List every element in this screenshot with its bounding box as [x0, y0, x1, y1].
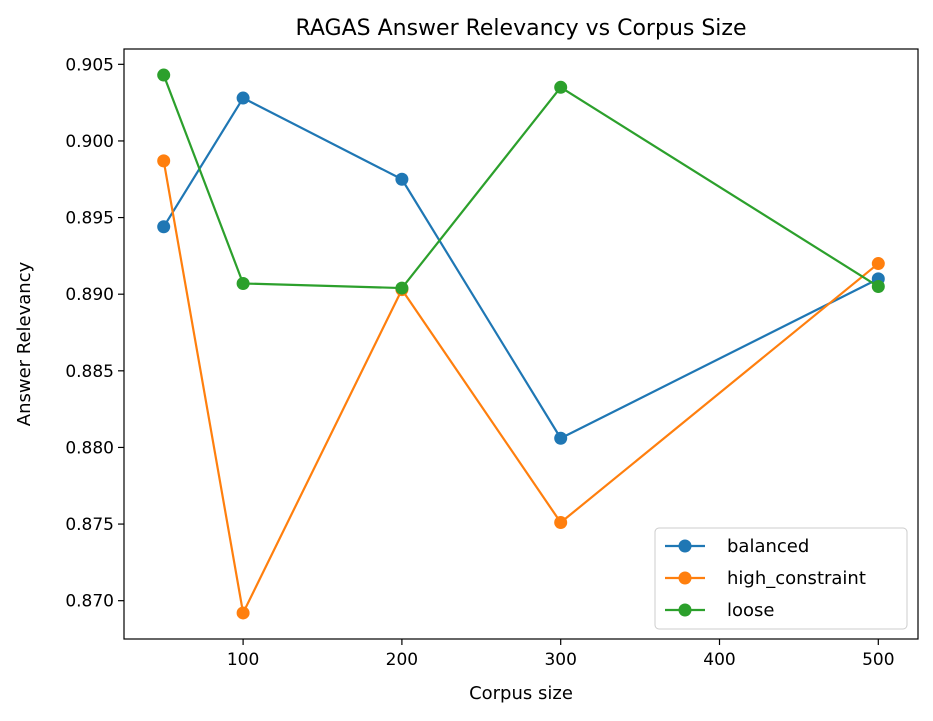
y-tick-label: 0.885: [65, 362, 114, 382]
x-tick-label: 400: [703, 650, 735, 670]
y-tick-label: 0.870: [65, 592, 114, 612]
x-tick-label: 500: [862, 650, 894, 670]
data-point: [236, 91, 250, 105]
data-point: [395, 172, 409, 186]
y-tick-label: 0.890: [65, 285, 114, 305]
x-tick-label: 100: [227, 650, 259, 670]
data-point: [554, 516, 568, 530]
y-axis-ticks: 0.870 0.875 0.880 0.885 0.890 0.895 0.900 0.905: [65, 55, 124, 612]
legend-box: [654, 527, 908, 630]
y-tick-label: 0.880: [65, 438, 114, 458]
data-point: [871, 280, 885, 294]
data-point: [395, 281, 409, 295]
data-point: [871, 257, 885, 271]
legend-label: high_constraint: [727, 568, 866, 589]
x-tick-label: 300: [544, 650, 576, 670]
data-point: [554, 431, 568, 445]
x-axis-ticks: 100 200 300 400 500: [227, 639, 895, 670]
legend-marker: [678, 603, 692, 617]
legend-marker: [678, 571, 692, 585]
legend-item-high_constraint: high_constraint: [665, 568, 866, 589]
plot-area: [123, 48, 919, 640]
series-loose: [157, 68, 885, 295]
legend-label: loose: [727, 600, 774, 621]
y-tick-label: 0.895: [65, 209, 114, 229]
series-layer: [157, 68, 885, 620]
series-line: [162, 96, 879, 440]
plot-frame: [123, 48, 919, 640]
x-tick-label: 200: [386, 650, 418, 670]
y-tick-label: 0.875: [65, 515, 114, 535]
legend-label: balanced: [727, 536, 809, 557]
legend-item-balanced: balanced: [665, 536, 809, 557]
y-tick-label: 0.900: [65, 132, 114, 152]
y-axis-label: Answer Relevancy: [14, 261, 35, 426]
data-point: [236, 276, 250, 290]
legend-marker: [678, 539, 692, 553]
series-line: [162, 74, 879, 290]
data-point: [157, 220, 171, 234]
data-point: [157, 154, 171, 168]
x-axis-label: Corpus size: [469, 683, 573, 704]
chart-title: RAGAS Answer Relevancy vs Corpus Size: [295, 16, 746, 41]
y-tick-label: 0.905: [65, 55, 114, 75]
data-point: [236, 606, 250, 620]
series-balanced: [157, 91, 885, 445]
data-point: [554, 80, 568, 94]
data-point: [157, 68, 171, 82]
legend-item-loose: loose: [665, 600, 774, 621]
